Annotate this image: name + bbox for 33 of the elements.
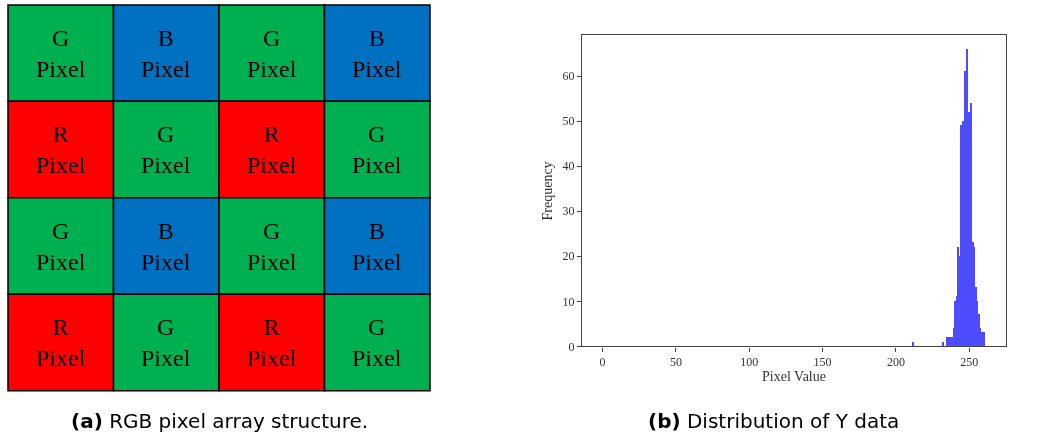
text: G Pixel: [247, 25, 297, 83]
text: B Pixel: [141, 25, 191, 83]
y-axis-title: Frequency: [540, 161, 556, 221]
text: (a) RGB pixel array structure.: [71, 409, 369, 433]
text: G Pixel: [141, 314, 191, 372]
y-tick-label: 60: [562, 69, 575, 84]
y-tick-label: 0: [568, 339, 575, 354]
text: G Pixel: [247, 218, 297, 276]
y-tick-label: 50: [562, 114, 575, 129]
text: G Pixel: [352, 121, 402, 179]
text: R Pixel: [36, 121, 86, 179]
x-tick-label: 200: [886, 354, 905, 369]
x-tick-label: 150: [813, 354, 832, 369]
y-tick-label: 40: [562, 159, 575, 174]
x-tick-label: 0: [599, 354, 606, 369]
x-tick-label: 50: [669, 354, 682, 369]
text: (b) Distribution of Y data: [648, 409, 900, 433]
y-tick-label: 20: [562, 249, 575, 264]
text: G Pixel: [352, 314, 402, 372]
x-tick-label: 100: [740, 354, 759, 369]
text: G Pixel: [141, 121, 191, 179]
text: B Pixel: [352, 218, 402, 276]
y-tick-label: 30: [562, 204, 575, 219]
x-axis-title: Pixel Value: [762, 368, 826, 384]
text: R Pixel: [36, 314, 86, 372]
x-tick-label: 250: [960, 354, 979, 369]
text: B Pixel: [141, 218, 191, 276]
text: G Pixel: [36, 218, 86, 276]
text: G Pixel: [36, 25, 86, 83]
text: R Pixel: [247, 314, 297, 372]
text: R Pixel: [247, 121, 297, 179]
text: B Pixel: [352, 25, 402, 83]
y-tick-label: 10: [562, 294, 575, 309]
